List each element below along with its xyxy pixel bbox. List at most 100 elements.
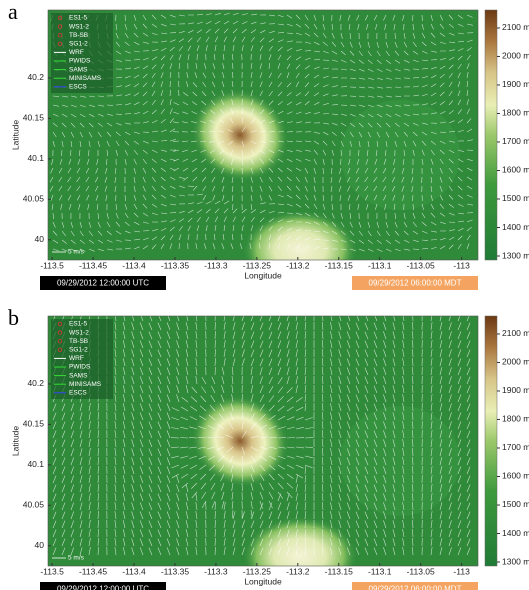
y-tick-label: 40.05 bbox=[23, 194, 45, 204]
legend-marker bbox=[57, 33, 63, 38]
terrain bbox=[191, 88, 460, 260]
legend-label: ES1-5 bbox=[69, 321, 87, 328]
x-tick-label: -113.45 bbox=[79, 260, 107, 270]
x-tick-label: -113.45 bbox=[79, 566, 107, 576]
x-tick-label: -113.15 bbox=[325, 566, 353, 576]
y-tick-label: 40.1 bbox=[27, 459, 44, 469]
panel-label: b bbox=[8, 305, 19, 330]
legend-label: PWIDS bbox=[69, 58, 91, 65]
colorbar-tick-label: 1900 m bbox=[502, 385, 529, 395]
legend-label: TB-SB bbox=[69, 338, 88, 345]
x-tick-label: -113.4 bbox=[122, 260, 146, 270]
legend-label: PWIDS bbox=[69, 364, 91, 371]
legend-label: WS1-2 bbox=[69, 23, 89, 30]
legend-label: WRF bbox=[69, 355, 84, 362]
legend-label: ESCS bbox=[69, 84, 87, 91]
colorbar-tick-label: 1900 m bbox=[502, 79, 529, 89]
legend-label: SG1-2 bbox=[69, 41, 88, 48]
map-frame bbox=[47, 315, 479, 567]
x-tick-label: -113.1 bbox=[368, 260, 392, 270]
x-tick-label: -113.35 bbox=[161, 260, 189, 270]
x-tick-label: -113.15 bbox=[325, 260, 353, 270]
legend-marker bbox=[57, 41, 63, 46]
terrain bbox=[191, 394, 460, 566]
colorbar-tick-label: 1800 m bbox=[502, 108, 529, 118]
y-tick-label: 40.2 bbox=[27, 72, 44, 82]
x-tick-label: -113 bbox=[453, 260, 470, 270]
scale-label: 5 m/s bbox=[68, 555, 85, 562]
legend-label: TB-SB bbox=[69, 32, 88, 39]
legend-label: ESCS bbox=[69, 390, 87, 397]
y-tick-label: 40 bbox=[35, 540, 45, 550]
legend-label: SAMS bbox=[69, 66, 88, 73]
utc-time: 09/29/2012 12:00:00 UTC bbox=[57, 585, 149, 590]
colorbar-tick-label: 1700 m bbox=[502, 136, 529, 146]
legend-label: WRF bbox=[69, 49, 84, 56]
x-tick-label: -113.5 bbox=[40, 566, 64, 576]
mountain bbox=[191, 88, 289, 182]
utc-box bbox=[40, 582, 166, 590]
x-tick-label: -113.3 bbox=[204, 566, 228, 576]
colorbar-tick-label: 1600 m bbox=[502, 471, 529, 481]
colorbar-tick-label: 1600 m bbox=[502, 165, 529, 175]
x-tick-label: -113.25 bbox=[243, 566, 271, 576]
legend-label: MINISAMS bbox=[69, 75, 102, 82]
legend-marker bbox=[57, 321, 63, 327]
utc-time: 09/29/2012 12:00:00 UTC bbox=[57, 279, 149, 288]
y-tick-label: 40 bbox=[35, 234, 45, 244]
colorbar-tick-label: 2000 m bbox=[502, 51, 529, 61]
legend-label: ES1-5 bbox=[69, 15, 87, 22]
scale-label: 5 m/s bbox=[68, 249, 85, 256]
legend-label: WS1-2 bbox=[69, 329, 89, 336]
x-tick-label: -113.1 bbox=[368, 566, 392, 576]
x-tick-label: -113.25 bbox=[243, 260, 271, 270]
x-tick-label: -113.5 bbox=[40, 260, 64, 270]
x-tick-label: -113.05 bbox=[407, 566, 435, 576]
colorbar-tick-label: 2000 m bbox=[502, 357, 529, 367]
legend-label: SG1-2 bbox=[69, 347, 88, 354]
x-axis-label: Longitude bbox=[244, 270, 282, 280]
colorbar-tick-label: 1400 m bbox=[502, 222, 529, 232]
mountain bbox=[242, 516, 358, 566]
colorbar-tick-label: 2100 m bbox=[502, 22, 529, 32]
colorbar-tick-label: 1400 m bbox=[502, 528, 529, 538]
y-tick-label: 40.15 bbox=[23, 419, 45, 429]
y-tick-label: 40.2 bbox=[27, 378, 44, 388]
x-tick-label: -113.05 bbox=[407, 260, 435, 270]
terrain-lowland bbox=[340, 100, 460, 210]
colorbar-tick-label: 1500 m bbox=[502, 193, 529, 203]
y-tick-label: 40.05 bbox=[23, 500, 45, 510]
legend-marker bbox=[57, 339, 63, 344]
colorbar-tick-label: 1800 m bbox=[502, 414, 529, 424]
legend-box bbox=[51, 13, 113, 93]
x-axis-label: Longitude bbox=[244, 576, 282, 586]
legend-marker bbox=[57, 330, 63, 335]
x-tick-label: -113 bbox=[453, 566, 470, 576]
x-tick-label: -113.2 bbox=[286, 260, 310, 270]
y-axis-label: Latitude bbox=[10, 120, 20, 151]
map-frame bbox=[47, 9, 479, 261]
panel-label: a bbox=[8, 0, 18, 24]
colorbar-tick-label: 1300 m bbox=[502, 250, 529, 260]
colorbar-tick-label: 1700 m bbox=[502, 442, 529, 452]
legend-marker bbox=[57, 347, 63, 352]
colorbar-tick-label: 1300 m bbox=[502, 556, 529, 566]
x-tick-label: -113.3 bbox=[204, 260, 228, 270]
legend-label: SAMS bbox=[69, 372, 88, 379]
colorbar bbox=[484, 9, 498, 261]
x-tick-label: -113.2 bbox=[286, 566, 310, 576]
colorbar-tick-label: 1500 m bbox=[502, 499, 529, 509]
x-tick-label: -113.35 bbox=[161, 566, 189, 576]
utc-box bbox=[40, 276, 166, 290]
y-tick-label: 40.15 bbox=[23, 113, 45, 123]
mountain bbox=[242, 210, 358, 260]
local-time: 09/29/2012 06:00:00 MDT bbox=[369, 279, 462, 288]
colorbar-tick-label: 2100 m bbox=[502, 328, 529, 338]
colorbar bbox=[484, 315, 498, 567]
legend-marker bbox=[57, 24, 63, 29]
x-tick-label: -113.4 bbox=[122, 566, 146, 576]
local-box bbox=[352, 582, 478, 590]
legend-label: MINISAMS bbox=[69, 381, 102, 388]
y-tick-label: 40.1 bbox=[27, 153, 44, 163]
